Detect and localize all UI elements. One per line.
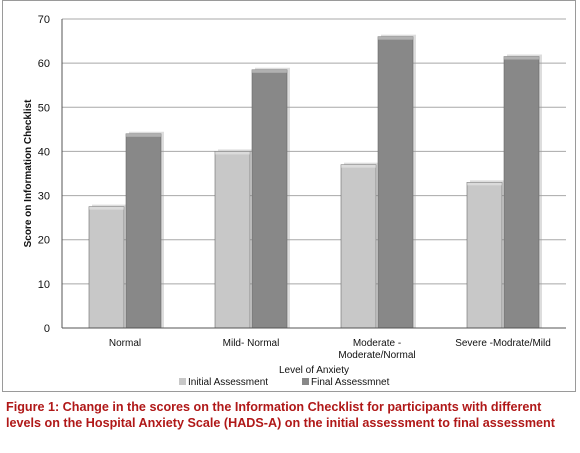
bar-final-0 <box>125 133 162 329</box>
bar-initial-2 <box>340 164 377 329</box>
y-tick-labels: 0 10 20 30 40 50 60 70 <box>38 14 50 335</box>
category-labels: Normal Mild- Normal Moderate -Moderate/Nor… <box>109 338 551 361</box>
legend-swatch-final <box>302 378 309 385</box>
legend-label-initial: Initial Assessment <box>188 377 268 388</box>
bar-initial-3 <box>466 182 503 329</box>
bar-highlight <box>504 56 539 60</box>
y-tick-label: 0 <box>44 323 50 335</box>
bar-highlight <box>215 151 250 155</box>
y-tick-label: 20 <box>38 235 50 247</box>
bar-highlight <box>126 133 161 137</box>
bar-highlight <box>378 36 413 40</box>
bar-initial-1 <box>214 151 251 329</box>
category-label: Severe -Modrate/Mild <box>455 338 551 349</box>
y-tick-label: 30 <box>38 191 50 203</box>
x-axis-title: Level of Anxiety <box>279 365 349 376</box>
bar-highlight <box>252 69 287 73</box>
y-tick-label: 50 <box>38 102 50 114</box>
y-tick-label: 40 <box>38 146 50 158</box>
legend: Initial Assessment Final Assessmnet <box>179 377 390 388</box>
y-tick-label: 70 <box>38 14 50 26</box>
bar-final-1 <box>251 69 288 329</box>
bar-initial-0 <box>88 206 125 329</box>
category-label: Mild- Normal <box>223 338 280 349</box>
y-axis-title: Score on Information Checklist <box>23 99 34 247</box>
y-tick-label: 60 <box>38 58 50 70</box>
y-tick-label: 10 <box>38 279 50 291</box>
bar-chart: 0 10 20 30 40 50 60 70 Normal Mild- Normal Modera… <box>23 14 566 388</box>
bar-highlight <box>467 182 502 186</box>
bar-final-2 <box>377 36 414 329</box>
bar-final-3 <box>503 56 540 329</box>
bar-highlight <box>341 164 376 168</box>
bars <box>88 34 542 329</box>
category-label: Normal <box>109 338 141 349</box>
legend-swatch-initial <box>179 378 186 385</box>
category-label: Moderate - <box>353 338 401 349</box>
legend-label-final: Final Assessmnet <box>311 377 390 388</box>
category-label: Moderate/Normal <box>338 350 415 361</box>
bar-highlight <box>89 206 124 210</box>
figure-caption: Figure 1: Change in the scores on the In… <box>6 400 555 430</box>
